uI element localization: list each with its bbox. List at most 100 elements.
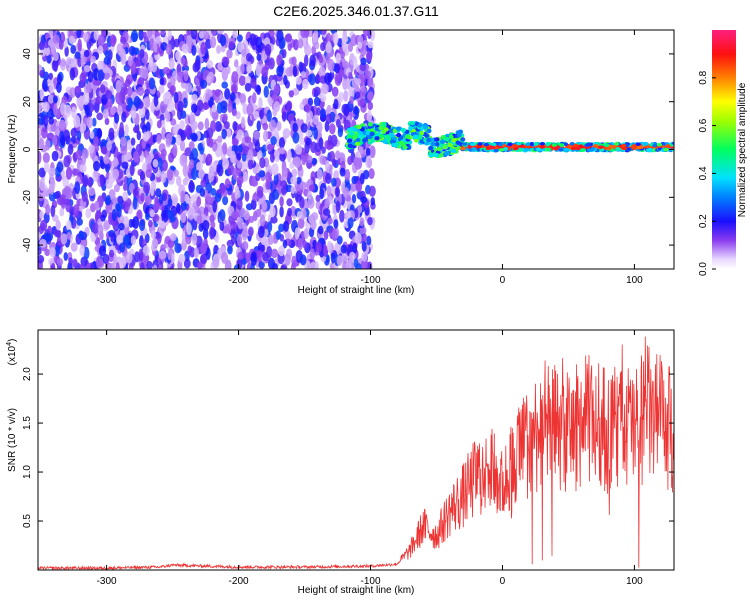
noise-cell: [38, 117, 45, 125]
onset-cell: [393, 142, 399, 147]
noise-cell: [53, 61, 58, 73]
noise-cell: [316, 168, 323, 181]
carrier-cell: [460, 146, 466, 151]
noise-cell: [299, 254, 307, 266]
noise-cell: [38, 103, 43, 111]
noise-cell: [253, 130, 261, 140]
noise-cell: [53, 103, 58, 116]
carrier-cell: [469, 142, 475, 146]
noise-cell: [315, 73, 321, 84]
onset-cell: [456, 133, 462, 138]
noise-cell: [106, 98, 113, 108]
colorbar-gradient: [712, 30, 736, 269]
noise-cell: [318, 55, 324, 64]
carrier-cell: [498, 142, 504, 147]
noise-cell: [357, 41, 363, 50]
noise-cell: [65, 219, 72, 232]
noise-cell: [105, 162, 110, 173]
noise-cell: [366, 235, 372, 246]
onset-cell: [398, 140, 404, 145]
onset-cell: [434, 152, 440, 158]
noise-cell: [112, 196, 118, 205]
noise-cell: [310, 212, 319, 221]
noise-cell: [144, 195, 152, 206]
noise-cell: [255, 208, 262, 218]
onset-cell: [374, 136, 380, 141]
noise-cell: [342, 261, 348, 269]
noise-cell: [236, 197, 243, 211]
onset-cell: [428, 146, 434, 151]
noise-cell: [264, 62, 270, 71]
carrier-cell: [615, 147, 621, 151]
noise-cell: [53, 52, 59, 62]
noise-cell: [292, 131, 300, 144]
noise-cell: [222, 142, 228, 155]
noise-cell: [331, 86, 339, 97]
noise-cell: [185, 82, 193, 93]
noise-cell: [202, 102, 210, 110]
noise-cell: [50, 204, 56, 217]
noise-cell: [236, 233, 243, 247]
noise-cell: [47, 94, 54, 104]
noise-cell: [115, 79, 122, 93]
noise-cell: [202, 228, 209, 239]
noise-cell: [339, 209, 345, 223]
noise-cell: [144, 88, 150, 97]
noise-cell: [68, 35, 76, 45]
noise-cell: [74, 181, 81, 195]
noise-cell: [86, 84, 92, 94]
noise-cell: [99, 159, 105, 169]
noise-cell: [128, 261, 134, 269]
noise-cell: [290, 262, 296, 269]
onset-cell: [388, 128, 394, 133]
noise-cell: [367, 101, 374, 111]
carrier-cell: [546, 147, 552, 152]
noise-cell: [196, 71, 202, 80]
noise-cell: [122, 191, 129, 201]
noise-cell: [104, 50, 110, 58]
noise-cell: [119, 136, 127, 147]
x-tick-label: 0: [500, 576, 506, 587]
noise-cell: [273, 100, 281, 113]
noise-cell: [142, 31, 147, 39]
noise-cell: [136, 130, 142, 141]
noise-cell: [362, 233, 367, 242]
noise-cell: [218, 209, 226, 222]
noise-cell: [224, 178, 231, 189]
noise-cell: [49, 246, 56, 258]
noise-cell: [266, 143, 274, 151]
noise-cell: [83, 246, 90, 260]
onset-cell: [422, 125, 428, 130]
noise-cell: [207, 170, 215, 183]
noise-cell: [109, 34, 117, 47]
noise-cell: [261, 200, 268, 211]
carrier-cell: [652, 143, 658, 148]
carrier-cell: [621, 143, 627, 148]
noise-cell: [324, 198, 330, 208]
noise-cell: [150, 229, 156, 240]
noise-cell: [308, 73, 316, 86]
onset-cell: [440, 139, 446, 144]
noise-cell: [292, 65, 298, 78]
onset-cell: [426, 128, 432, 134]
onset-cell: [434, 142, 440, 147]
carrier-cell: [539, 142, 545, 146]
carrier-cell: [643, 142, 649, 146]
noise-cell: [173, 91, 179, 104]
noise-cell: [229, 150, 236, 164]
noise-cell: [183, 70, 189, 82]
noise-cell: [179, 154, 187, 167]
noise-cell: [118, 222, 125, 231]
carrier-cell: [580, 148, 587, 152]
noise-cell: [69, 67, 76, 81]
noise-cell: [211, 104, 217, 113]
noise-cell: [141, 66, 149, 79]
noise-cell: [198, 30, 205, 39]
noise-cell: [191, 93, 198, 102]
noise-cell: [225, 223, 231, 234]
noise-cell: [370, 197, 376, 206]
noise-cell: [74, 51, 81, 60]
noise-cell: [343, 90, 349, 102]
noise-cell: [216, 45, 221, 54]
noise-cell: [112, 168, 120, 180]
